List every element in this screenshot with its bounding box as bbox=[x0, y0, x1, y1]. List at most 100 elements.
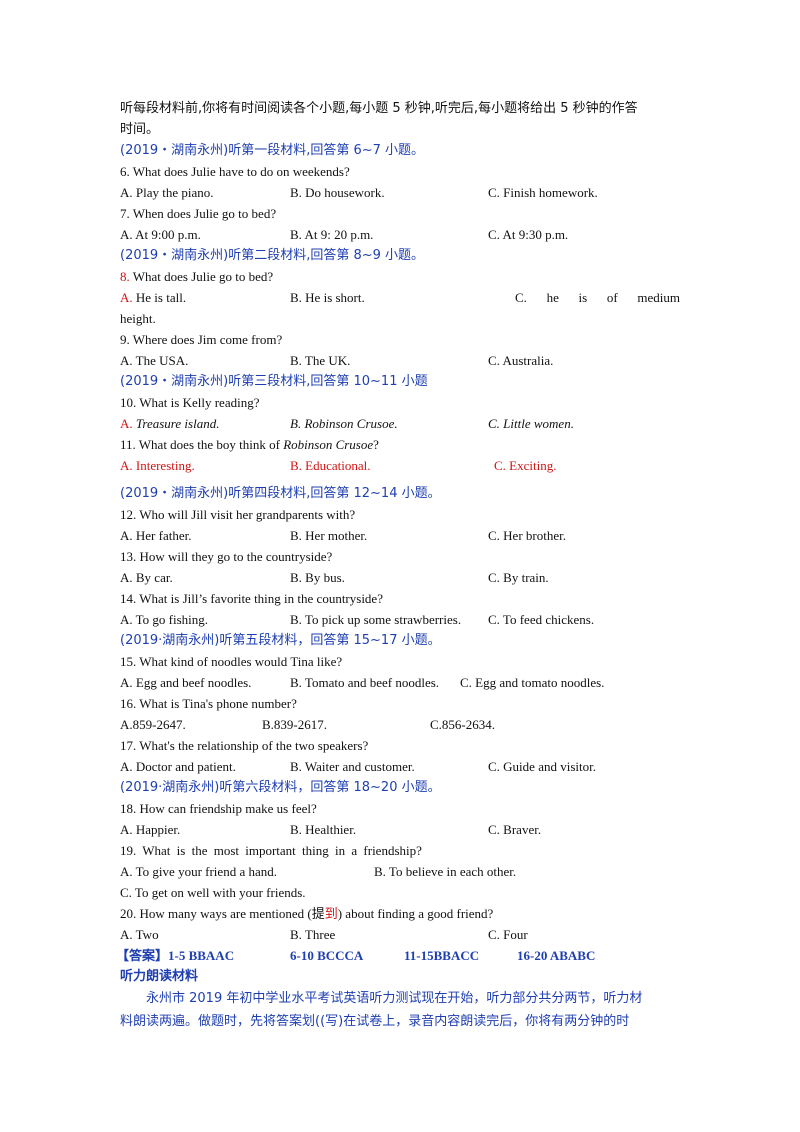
question-11-options: A. Interesting. B. Educational. C. Excit… bbox=[120, 455, 680, 476]
question-text-end: ) about finding a good friend? bbox=[337, 906, 494, 921]
option-b: B. Tomato and beef noodles. bbox=[290, 675, 440, 690]
question-19: 19. What is the most important thing in … bbox=[120, 843, 422, 858]
option-b: B. Waiter and customer. bbox=[290, 759, 415, 774]
option-text: He is tall. bbox=[132, 290, 187, 305]
section-heading-3: (2019・湖南永州)听第三段材料,回答第 10~11 小题 bbox=[120, 374, 428, 389]
option-b: B. Robinson Crusoe. bbox=[290, 413, 398, 434]
question-18-options: A. Happier. B. Healthier. C. Braver. bbox=[120, 819, 680, 840]
question-15: 15. What kind of noodles would Tina like… bbox=[120, 654, 343, 669]
section-heading-5: (2019·湖南永州)听第五段材料，回答第 15~17 小题。 bbox=[120, 633, 441, 648]
script-heading: 听力朗读材料 bbox=[120, 969, 199, 984]
option-label: A. bbox=[120, 290, 133, 305]
option-text: B. Robinson Crusoe. bbox=[290, 416, 398, 431]
option-b: B. Healthier. bbox=[290, 822, 357, 837]
option-b: B. Educational. bbox=[290, 458, 371, 473]
option-a: A. Interesting. bbox=[120, 458, 195, 473]
question-text: 11. What does the boy think of bbox=[120, 437, 284, 452]
question-12: 12. Who will Jill visit her grandparents… bbox=[120, 507, 356, 522]
option-c: C. Her brother. bbox=[488, 528, 566, 543]
option-c-word: he bbox=[546, 290, 559, 305]
question-6-options: A. Play the piano. B. Do housework. C. F… bbox=[120, 182, 680, 203]
question-10-options: A. Treasure island. B. Robinson Crusoe. … bbox=[120, 413, 680, 434]
question-20-options: A. Two B. Three C. Four bbox=[120, 924, 680, 945]
option-c: C. Braver. bbox=[488, 822, 542, 837]
question-13-options: A. By car. B. By bus. C. By train. bbox=[120, 567, 680, 588]
answer-group-2: 6-10 BCCCA bbox=[290, 948, 364, 963]
answer-label: 【答案】1-5 BBAAC bbox=[116, 948, 235, 963]
question-19-options: A. To give your friend a hand. B. To bel… bbox=[120, 861, 680, 882]
option-c-word: C. bbox=[515, 290, 527, 305]
option-text: C. Little women. bbox=[488, 416, 574, 431]
question-10: 10. What is Kelly reading? bbox=[120, 395, 260, 410]
option-c-word: is bbox=[578, 290, 588, 305]
option-a: A.859-2647. bbox=[120, 717, 186, 732]
option-c: C. At 9:30 p.m. bbox=[488, 227, 569, 242]
option-b: B. He is short. bbox=[290, 290, 365, 305]
script-line-2: 料朗读两遍。做题时，先将答案划((写)在试卷上，录音内容朗读完后，你将有两分钟的… bbox=[120, 1014, 630, 1029]
section-heading-6: (2019·湖南永州)听第六段材料，回答第 18~20 小题。 bbox=[120, 780, 441, 795]
question-8-options: A. He is tall. B. He is short. C. he is … bbox=[120, 287, 680, 308]
option-a: A. Two bbox=[120, 927, 159, 942]
question-text-highlight: 到 bbox=[324, 906, 338, 921]
answer-group-3: 11-15BBACC bbox=[404, 948, 480, 963]
question-7-options: A. At 9:00 p.m. B. At 9: 20 p.m. C. At 9… bbox=[120, 224, 680, 245]
question-11: 11. What does the boy think of Robinson … bbox=[120, 434, 680, 455]
answer-group-4: 16-20 ABABC bbox=[517, 948, 596, 963]
question-8: 8. What does Julie go to bed? bbox=[120, 266, 680, 287]
option-c: C. To get on well with your friends. bbox=[120, 885, 306, 900]
question-18: 18. How can friendship make us feel? bbox=[120, 801, 317, 816]
question-text: 20. How many ways are mentioned (提 bbox=[120, 906, 325, 921]
question-20: 20. How many ways are mentioned (提到) abo… bbox=[120, 903, 680, 924]
option-c-word: medium bbox=[637, 290, 680, 305]
option-a: A. To give your friend a hand. bbox=[120, 864, 277, 879]
question-12-options: A. Her father. B. Her mother. C. Her bro… bbox=[120, 525, 680, 546]
option-label: A. bbox=[120, 416, 133, 431]
question-text: What does Julie go to bed? bbox=[129, 269, 274, 284]
option-c-word: of bbox=[606, 290, 618, 305]
option-b: B. By bus. bbox=[290, 570, 345, 585]
document-page: 听每段材料前,你将有时间阅读各个小题,每小题 5 秒钟,听完后,每小题将给出 5… bbox=[116, 98, 680, 1033]
option-b: B. Do housework. bbox=[290, 185, 385, 200]
question-13: 13. How will they go to the countryside? bbox=[120, 549, 333, 564]
question-9: 9. Where does Jim come from? bbox=[120, 332, 283, 347]
option-c: C. Exciting. bbox=[494, 458, 557, 473]
option-c: C. Guide and visitor. bbox=[488, 759, 596, 774]
option-a: A. At 9:00 p.m. bbox=[120, 227, 201, 242]
option-b: B.839-2617. bbox=[262, 717, 327, 732]
question-mark: ? bbox=[373, 437, 379, 452]
option-b: B. Three bbox=[290, 927, 336, 942]
option-c: C. Four bbox=[488, 927, 528, 942]
question-14-options: A. To go fishing. B. To pick up some str… bbox=[120, 609, 680, 630]
option-a: A. By car. bbox=[120, 570, 173, 585]
question-16: 16. What is Tina's phone number? bbox=[120, 696, 297, 711]
option-c: C. Little women. bbox=[488, 413, 574, 434]
option-c: C. Egg and tomato noodles. bbox=[460, 675, 605, 690]
option-a: A. He is tall. bbox=[120, 287, 186, 308]
question-number: 8. bbox=[120, 269, 130, 284]
section-heading-4: (2019・湖南永州)听第四段材料,回答第 12~14 小题。 bbox=[120, 486, 441, 501]
option-b: B. To believe in each other. bbox=[374, 864, 517, 879]
question-14: 14. What is Jill’s favorite thing in the… bbox=[120, 591, 383, 606]
option-a: A. Egg and beef noodles. bbox=[120, 675, 252, 690]
option-b: B. Her mother. bbox=[290, 528, 368, 543]
option-a: A. Her father. bbox=[120, 528, 192, 543]
section-heading-2: (2019・湖南永州)听第二段材料,回答第 8~9 小题。 bbox=[120, 248, 425, 263]
option-c: C. Australia. bbox=[488, 353, 554, 368]
option-a: A. Doctor and patient. bbox=[120, 759, 236, 774]
book-title: Robinson Crusoe bbox=[283, 437, 374, 452]
answer-key: 【答案】1-5 BBAAC 6-10 BCCCA 11-15BBACC 16-2… bbox=[116, 945, 680, 966]
script-line-1: 永州市 2019 年初中学业水平考试英语听力测试现在开始，听力部分共分两节，听力… bbox=[146, 991, 643, 1006]
option-a: A. Happier. bbox=[120, 822, 181, 837]
intro-line-2: 时间。 bbox=[120, 122, 160, 137]
question-9-options: A. The USA. B. The UK. C. Australia. bbox=[120, 350, 680, 371]
intro-line-1: 听每段材料前,你将有时间阅读各个小题,每小题 5 秒钟,听完后,每小题将给出 5… bbox=[120, 101, 638, 116]
option-c: C. Finish homework. bbox=[488, 185, 598, 200]
option-c: C. To feed chickens. bbox=[488, 612, 595, 627]
question-16-options: A.859-2647. B.839-2617. C.856-2634. bbox=[120, 714, 680, 735]
question-17-options: A. Doctor and patient. B. Waiter and cus… bbox=[120, 756, 680, 777]
option-text: Treasure island. bbox=[135, 416, 220, 431]
option-c: C. By train. bbox=[488, 570, 549, 585]
option-b: B. To pick up some strawberries. bbox=[290, 612, 462, 627]
question-6: 6. What does Julie have to do on weekend… bbox=[120, 164, 350, 179]
option-b: B. At 9: 20 p.m. bbox=[290, 227, 374, 242]
